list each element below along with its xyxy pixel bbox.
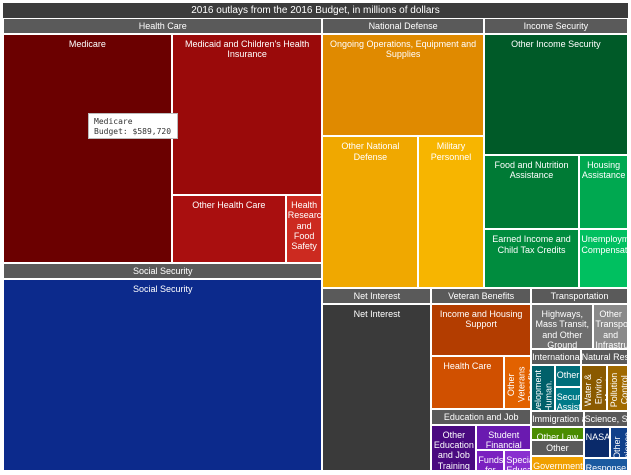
treemap-cell: Other Veterans Benefits [503,355,532,409]
group-header: Natural Resources [580,348,628,365]
cell-label: Food and Nutrition Assistance [494,159,569,181]
treemap-cell: Other [554,364,581,387]
cell-label: Other Science [611,431,628,459]
treemap-cell: Other Health Care [171,195,286,264]
treemap-cell: Income and Housing Support [431,303,532,356]
cell-label: Health Care [443,360,492,371]
cell-label: Student Financial Aid [485,429,522,450]
cell-label: Funds for States [478,454,504,471]
tooltip-title: Medicare [94,117,133,126]
treemap-cell: Development Human. Assist [531,364,555,411]
cell-label: Social Security [132,284,193,295]
treemap-cell: Pollution Control [606,364,628,411]
cell-label: Medicaid and Children's Health Insurance [185,39,310,60]
treemap-cell: Net Interest [322,303,432,471]
cell-label: Unemployment Compensation [581,234,628,255]
group-header: Veteran Benefits [431,287,532,304]
chart-title: 2016 outlays from the 2016 Budget, in mi… [3,3,628,18]
group-header: Education and Job [431,408,532,425]
tooltip-value: Budget: $589,720 [94,127,172,137]
cell-label: Other Law enforcement [536,431,579,441]
treemap-cell: Response to Natural Disasters [583,458,628,471]
cell-label: Development Human. Assist [533,369,554,411]
cell-label: Net Interest [353,308,401,319]
treemap-cell: Water & Enviro. Mgmt [580,364,607,411]
cell-label: NASA [585,431,610,442]
treemap-cell: Other Education and Job Training [431,424,477,471]
treemap-cell: Funds for States [476,449,505,471]
cell-label: Health Research and Food Safety [287,200,323,252]
group-header: National Defense [322,18,484,34]
group-header: Net Interest [322,287,432,304]
cell-label: Other Transportation and Infrastructure [595,308,628,349]
group-header: Health Care [3,18,323,34]
cell-label: Other Education and Job Training [433,429,474,471]
cell-label: Other Income Security [511,39,601,49]
treemap-cell: Other National Defense [322,136,419,288]
cell-label: Other National Defense [341,141,400,162]
treemap-cell: Other Science [609,426,628,459]
cell-label: Highways, Mass Transit, and Other Ground… [535,308,589,349]
cell-label: Government Programs [533,461,583,471]
cell-label: Water & Enviro. Mgmt [582,373,607,406]
treemap-cell: NASA [583,426,610,459]
group-header: Social Security [3,263,323,280]
group-header: Income Security [483,18,628,34]
treemap-cell: Military Personnel [418,136,484,288]
group-header: Immigration and Law Enforcement [531,410,584,427]
treemap-cell: Food and Nutrition Assistance [483,154,580,230]
cell-label: Other Veterans Benefits [505,366,532,402]
cell-label: Medicare [68,39,106,49]
treemap-cell: Ongoing Operations, Equipment and Suppli… [322,34,484,137]
treemap-cell: Unemployment Compensation [579,229,628,288]
group-header: Other [531,440,584,457]
treemap-cell: Housing Assistance [579,154,628,230]
treemap-cell: Health Care [431,355,504,409]
treemap-cell: Other Law enforcement [531,426,584,441]
cell-label: Earned Income and Child Tax Credits [492,234,571,255]
treemap-cell: Earned Income and Child Tax Credits [483,229,580,288]
treemap-cell: Other Income Security [483,34,628,155]
treemap-cell: Other Transportation and Infrastructure [593,303,628,349]
group-header: International [531,348,581,365]
cell-label: Military Personnel [430,141,472,162]
cell-label: Response to Natural Disasters [585,463,627,471]
cell-label: Security Assist. [556,391,581,411]
cell-label: Other [556,369,580,380]
cell-label: Housing Assistance [581,159,626,181]
treemap-cell: Government Programs [531,456,584,471]
treemap-cell: Security Assist. [554,386,581,411]
group-header: Transportation [531,287,628,304]
treemap-cell: Student Financial Aid [476,424,532,450]
group-header: Science, Space and Technology [583,410,628,427]
treemap-cell: Medicaid and Children's Health Insurance [171,34,323,196]
treemap-cell: Social Security [3,279,323,471]
tooltip: Medicare Budget: $589,720 [88,113,178,139]
treemap-cell: Medicare [3,34,172,264]
treemap-cell: Health Research and Food Safety [285,195,323,264]
cell-label: Income and Housing Support [439,308,523,330]
cell-label: Ongoing Operations, Equipment and Suppli… [330,39,477,60]
treemap-cell: Special Education [504,449,532,471]
cell-label: Other Health Care [192,200,266,211]
treemap-cell: Highways, Mass Transit, and Other Ground… [531,303,594,349]
cell-label: Special Education [506,454,530,471]
cell-label: Pollution Control [608,372,628,408]
